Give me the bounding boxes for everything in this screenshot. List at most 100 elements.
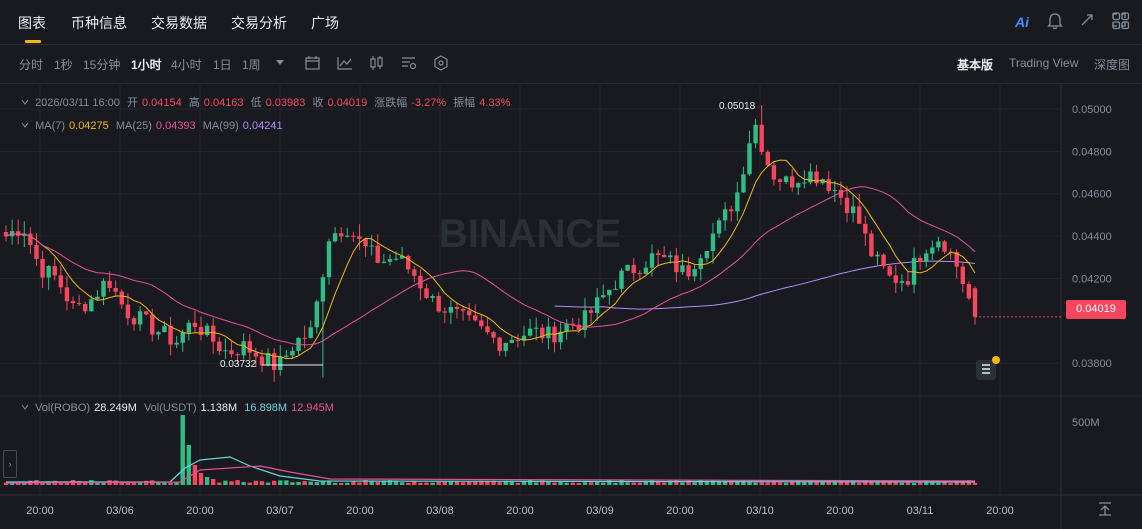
candle-body [643, 267, 649, 274]
candle-body [168, 326, 173, 345]
candle-body [64, 287, 70, 302]
volume-bar [204, 477, 210, 485]
candle-body [722, 209, 728, 221]
candle-body [460, 309, 466, 311]
candle-body [28, 233, 33, 245]
volume-bar [278, 480, 283, 485]
volume-bar [64, 482, 70, 485]
timeframe-15m[interactable]: 15分钟 [83, 58, 121, 72]
timeframe-4h[interactable]: 4小时 [171, 58, 202, 72]
time-tick-label: 03/07 [266, 505, 294, 517]
candle-body [491, 332, 496, 338]
candle-body [3, 232, 9, 237]
candle-body [186, 322, 192, 333]
candle-body [613, 288, 618, 290]
bell-icon[interactable] [1047, 12, 1063, 30]
volume-bar [186, 445, 192, 485]
timeframe-1d[interactable]: 1日 [213, 58, 232, 72]
candle-body [58, 275, 64, 288]
volume-bar [223, 480, 228, 485]
candle-body [576, 324, 582, 330]
candle-body [558, 331, 563, 343]
high-label: 高 [188, 97, 200, 109]
mode-basic[interactable]: 基本版 [957, 58, 994, 72]
close-label: 收 [312, 97, 324, 109]
timeframe-1s[interactable]: 1秒 [54, 58, 73, 72]
volume-bar [259, 481, 265, 485]
candle-body [875, 254, 880, 257]
layout-grid-icon[interactable] [1112, 12, 1130, 30]
candle-body [40, 258, 45, 278]
swap-arrows-icon[interactable] [1079, 12, 1095, 30]
volume-bar [942, 481, 947, 485]
candle-body [930, 247, 935, 254]
candle-body [162, 326, 167, 333]
orderbook-float-icon[interactable] [975, 355, 1001, 381]
volume-bar [485, 480, 490, 485]
candle-body [192, 322, 198, 327]
collapse-caret-icon[interactable] [21, 121, 29, 129]
candle-style-icon[interactable] [368, 55, 386, 71]
volume-ma-2 [5, 465, 976, 484]
candle-body [564, 323, 569, 332]
ai-button[interactable]: Ai [1015, 14, 1029, 30]
mode-depth[interactable]: 深度图 [1094, 58, 1131, 72]
candle-body [345, 235, 350, 237]
candle-body [924, 253, 929, 262]
expand-side-button[interactable]: › [3, 450, 17, 478]
price-axis: 0.05000 0.04800 0.04600 0.04400 0.04200 0.038… [1072, 104, 1112, 429]
volume-bar [698, 480, 703, 485]
price-tick-label: 0.03800 [1072, 358, 1112, 370]
volume-bar [406, 482, 411, 485]
tab-trading-data[interactable]: 交易数据 [151, 15, 207, 31]
candle-body [692, 269, 697, 277]
price-tick-label: 0.04600 [1072, 189, 1112, 201]
volume-bar [631, 482, 636, 485]
ohlc-info: 2026/03/11 16:00 开 0.04154 高 0.04163 低 0.03… [21, 94, 514, 110]
mode-tradingview[interactable]: Trading View [1009, 56, 1079, 70]
settings-list-icon[interactable] [400, 55, 418, 71]
tab-chart[interactable]: 图表 [18, 15, 46, 31]
tab-coin-info[interactable]: 币种信息 [71, 15, 127, 31]
candle-body [607, 289, 612, 296]
collapse-caret-icon[interactable] [21, 403, 29, 411]
volume-bar [881, 480, 886, 485]
indicator-line-icon[interactable] [336, 55, 354, 71]
timeframe-1h[interactable]: 1小时 [131, 58, 162, 72]
candle-body [698, 258, 703, 270]
amplitude-value: 4.33% [479, 97, 511, 109]
candle-body [850, 206, 856, 214]
collapse-caret-icon[interactable] [21, 98, 29, 106]
volume-bar [661, 482, 667, 485]
time-tick-label: 03/10 [746, 505, 774, 517]
candle-body [143, 311, 149, 315]
candle-body [729, 209, 734, 212]
scroll-to-end-icon[interactable] [1097, 501, 1113, 517]
candle-body [777, 179, 783, 183]
candle-body [534, 327, 539, 329]
low-label: 低 [250, 97, 262, 109]
candle-body [338, 233, 344, 237]
timeframe-time[interactable]: 分时 [19, 58, 44, 72]
volume-bar [271, 480, 277, 485]
volume-bar [582, 482, 588, 485]
candle-body [320, 277, 326, 302]
candle-body [399, 255, 405, 259]
hexagon-settings-icon[interactable] [433, 55, 451, 71]
close-value: 0.04019 [327, 97, 368, 109]
candle-body [747, 143, 752, 175]
calendar-icon[interactable] [304, 55, 322, 71]
volume-bar [131, 482, 137, 485]
tab-square[interactable]: 广场 [311, 15, 339, 31]
candle-body [131, 318, 137, 325]
caret-down-icon[interactable] [275, 59, 285, 67]
volume-bar [765, 482, 770, 485]
timeframe-1w[interactable]: 1周 [242, 58, 261, 72]
candle-body [198, 326, 204, 336]
time-tick-label: 20:00 [26, 505, 54, 517]
tab-trading-analysis[interactable]: 交易分析 [231, 15, 287, 31]
candle-body [442, 311, 447, 313]
volume-bar [741, 480, 746, 485]
volume-bar [338, 482, 344, 485]
